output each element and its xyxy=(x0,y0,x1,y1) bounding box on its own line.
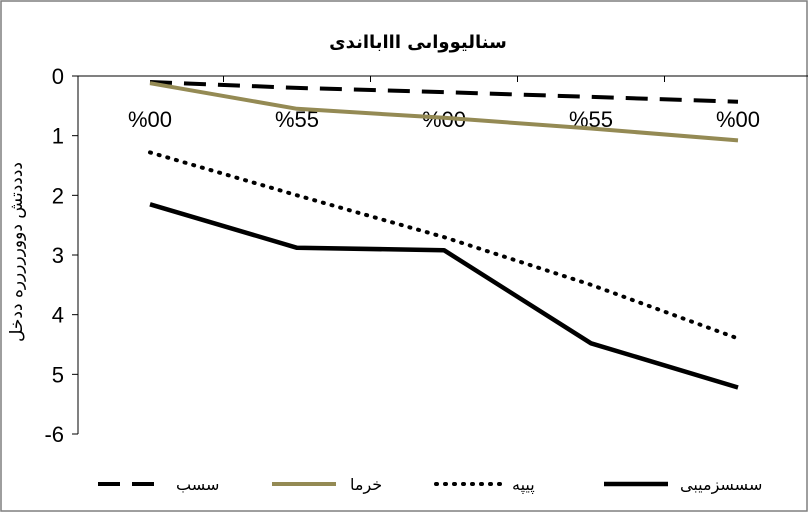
y-tick-label: -6 xyxy=(44,422,64,447)
y-tick-label: 3 xyxy=(52,243,64,268)
legend-label: پیپه xyxy=(512,475,535,495)
legend-label: سسب xyxy=(176,475,219,494)
legend: سسب خرما پیپه سسسزمیبی xyxy=(98,475,762,495)
y-tick-label: 5 xyxy=(52,362,64,387)
series-layer xyxy=(148,80,740,390)
legend-label: سسسزمیبی xyxy=(680,475,762,495)
x-category-label: %00 xyxy=(128,107,172,132)
x-category-label: %00 xyxy=(716,107,760,132)
y-tick-label: 1 xyxy=(52,124,64,149)
series-line-0 xyxy=(149,80,739,104)
y-axis-label: ددددتش دووررررره ددخل xyxy=(7,162,27,342)
legend-label: خرما xyxy=(350,475,382,495)
y-tick-label: 0 xyxy=(52,64,64,89)
chart-title: سنالیوواىی ااابااندى xyxy=(329,32,507,53)
y-tick-label: 4 xyxy=(52,303,64,328)
y-tick-label: 2 xyxy=(52,183,64,208)
y-ticks: 0 1 2 3 4 5 -6 xyxy=(44,64,78,447)
x-ticks: %00 %55 %00 %55 %00 xyxy=(128,76,760,132)
